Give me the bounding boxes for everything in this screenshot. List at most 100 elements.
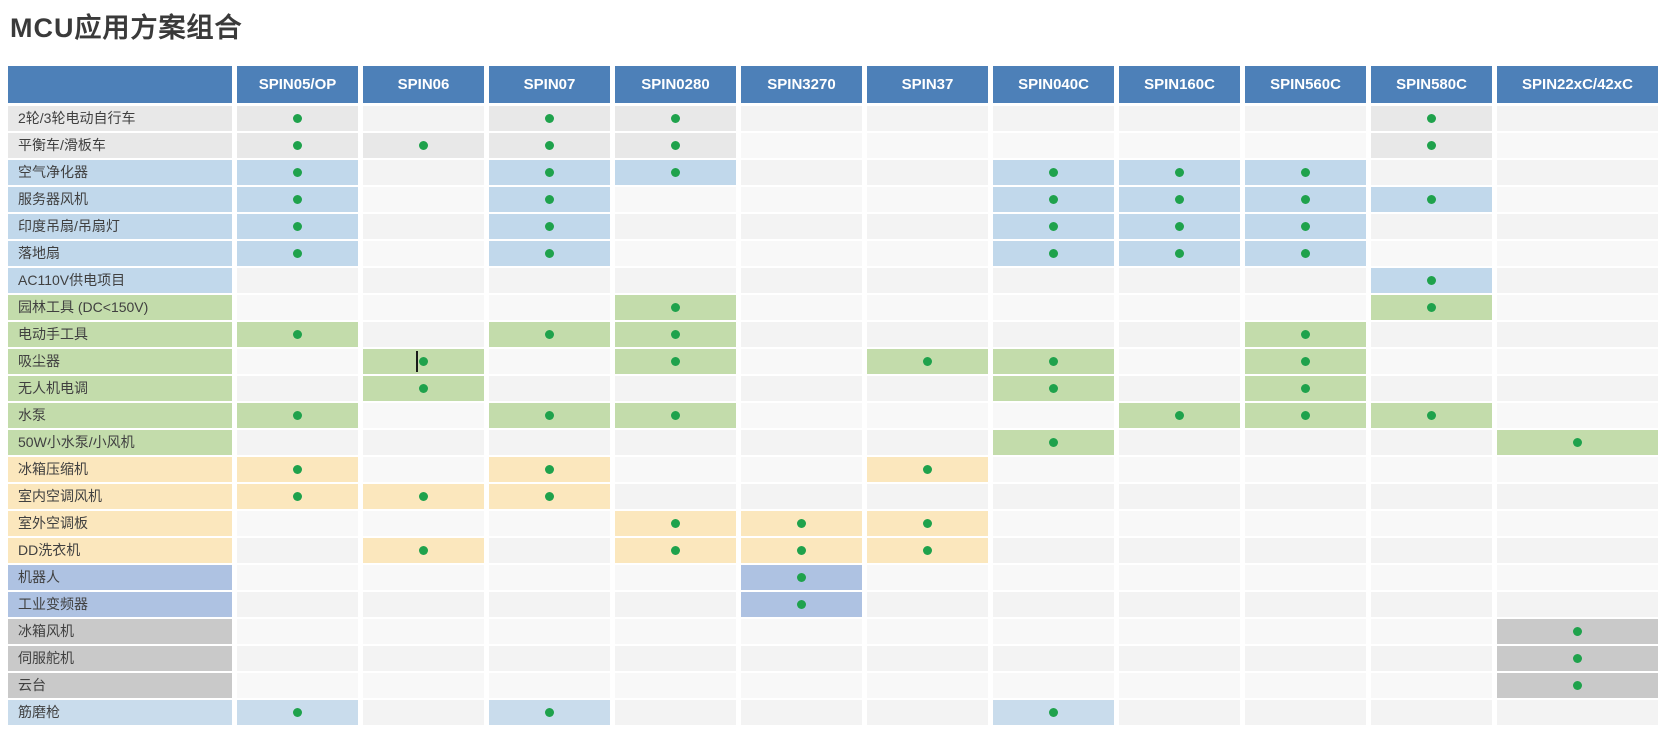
row-label[interactable]: 室内空调风机 bbox=[8, 484, 232, 509]
matrix-cell[interactable] bbox=[993, 187, 1114, 212]
matrix-cell[interactable] bbox=[615, 592, 736, 617]
row-label[interactable]: DD洗衣机 bbox=[8, 538, 232, 563]
row-label[interactable]: 冰箱压缩机 bbox=[8, 457, 232, 482]
matrix-cell[interactable] bbox=[1497, 511, 1658, 536]
matrix-cell[interactable] bbox=[1371, 106, 1492, 131]
matrix-cell[interactable] bbox=[1245, 592, 1366, 617]
matrix-cell[interactable] bbox=[1371, 592, 1492, 617]
header-cell-spin040c[interactable]: SPIN040C bbox=[993, 66, 1114, 103]
matrix-cell[interactable] bbox=[1371, 565, 1492, 590]
matrix-cell[interactable] bbox=[867, 511, 988, 536]
matrix-cell[interactable] bbox=[1371, 160, 1492, 185]
matrix-cell[interactable] bbox=[1245, 160, 1366, 185]
matrix-cell[interactable] bbox=[1497, 538, 1658, 563]
matrix-cell[interactable] bbox=[237, 511, 358, 536]
matrix-cell[interactable] bbox=[1497, 646, 1658, 671]
row-label[interactable]: 筋磨枪 bbox=[8, 700, 232, 725]
matrix-cell[interactable] bbox=[1371, 295, 1492, 320]
matrix-cell[interactable] bbox=[993, 565, 1114, 590]
matrix-cell[interactable] bbox=[363, 700, 484, 725]
matrix-cell[interactable] bbox=[489, 295, 610, 320]
matrix-cell[interactable] bbox=[615, 484, 736, 509]
matrix-cell[interactable] bbox=[1371, 133, 1492, 158]
matrix-cell[interactable] bbox=[363, 565, 484, 590]
matrix-cell[interactable] bbox=[237, 349, 358, 374]
matrix-cell[interactable] bbox=[741, 268, 862, 293]
matrix-cell[interactable] bbox=[741, 673, 862, 698]
matrix-cell[interactable] bbox=[1497, 592, 1658, 617]
matrix-cell[interactable] bbox=[615, 619, 736, 644]
matrix-cell[interactable] bbox=[615, 160, 736, 185]
matrix-cell[interactable] bbox=[867, 592, 988, 617]
matrix-cell[interactable] bbox=[1245, 511, 1366, 536]
matrix-cell[interactable] bbox=[489, 241, 610, 266]
matrix-cell[interactable] bbox=[741, 646, 862, 671]
matrix-cell[interactable] bbox=[615, 268, 736, 293]
matrix-cell[interactable] bbox=[489, 349, 610, 374]
matrix-cell[interactable] bbox=[993, 160, 1114, 185]
matrix-cell[interactable] bbox=[489, 214, 610, 239]
matrix-cell[interactable] bbox=[615, 376, 736, 401]
matrix-cell[interactable] bbox=[1371, 322, 1492, 347]
matrix-cell[interactable] bbox=[489, 457, 610, 482]
row-label[interactable]: 园林工具 (DC<150V) bbox=[8, 295, 232, 320]
matrix-cell[interactable] bbox=[489, 538, 610, 563]
matrix-cell[interactable] bbox=[489, 511, 610, 536]
matrix-cell[interactable] bbox=[489, 322, 610, 347]
matrix-cell[interactable] bbox=[993, 214, 1114, 239]
matrix-cell[interactable] bbox=[741, 349, 862, 374]
matrix-cell[interactable] bbox=[489, 160, 610, 185]
matrix-cell[interactable] bbox=[1119, 133, 1240, 158]
row-label[interactable]: 电动手工具 bbox=[8, 322, 232, 347]
matrix-cell[interactable] bbox=[489, 484, 610, 509]
matrix-cell[interactable] bbox=[741, 241, 862, 266]
matrix-cell[interactable] bbox=[237, 187, 358, 212]
row-label[interactable]: AC110V供电项目 bbox=[8, 268, 232, 293]
matrix-cell[interactable] bbox=[1497, 187, 1658, 212]
matrix-cell[interactable] bbox=[1497, 430, 1658, 455]
matrix-cell[interactable] bbox=[237, 430, 358, 455]
matrix-cell[interactable] bbox=[867, 565, 988, 590]
row-label[interactable]: 印度吊扇/吊扇灯 bbox=[8, 214, 232, 239]
matrix-cell[interactable] bbox=[1119, 511, 1240, 536]
matrix-cell[interactable] bbox=[363, 646, 484, 671]
matrix-cell[interactable] bbox=[1245, 565, 1366, 590]
matrix-cell[interactable] bbox=[615, 295, 736, 320]
matrix-cell[interactable] bbox=[1119, 403, 1240, 428]
matrix-cell[interactable] bbox=[1245, 214, 1366, 239]
matrix-cell[interactable] bbox=[1371, 268, 1492, 293]
row-label[interactable]: 服务器风机 bbox=[8, 187, 232, 212]
matrix-cell[interactable] bbox=[363, 511, 484, 536]
matrix-cell[interactable] bbox=[489, 376, 610, 401]
matrix-cell[interactable] bbox=[993, 430, 1114, 455]
matrix-cell[interactable] bbox=[1245, 187, 1366, 212]
matrix-cell[interactable] bbox=[1119, 700, 1240, 725]
matrix-cell[interactable] bbox=[993, 673, 1114, 698]
row-label[interactable]: 50W小水泵/小风机 bbox=[8, 430, 232, 455]
matrix-cell[interactable] bbox=[615, 349, 736, 374]
matrix-cell[interactable] bbox=[1245, 268, 1366, 293]
matrix-cell[interactable] bbox=[1119, 187, 1240, 212]
matrix-cell[interactable] bbox=[237, 268, 358, 293]
matrix-cell[interactable] bbox=[237, 322, 358, 347]
matrix-cell[interactable] bbox=[237, 403, 358, 428]
matrix-cell[interactable] bbox=[1119, 268, 1240, 293]
matrix-cell[interactable] bbox=[363, 133, 484, 158]
matrix-cell[interactable] bbox=[867, 376, 988, 401]
matrix-cell[interactable] bbox=[741, 160, 862, 185]
matrix-cell[interactable] bbox=[615, 106, 736, 131]
matrix-cell[interactable] bbox=[1119, 619, 1240, 644]
matrix-cell[interactable] bbox=[615, 511, 736, 536]
matrix-cell[interactable] bbox=[1497, 700, 1658, 725]
matrix-cell[interactable] bbox=[1245, 430, 1366, 455]
matrix-cell[interactable] bbox=[1119, 349, 1240, 374]
matrix-cell[interactable] bbox=[489, 106, 610, 131]
matrix-cell[interactable] bbox=[867, 457, 988, 482]
matrix-cell[interactable] bbox=[741, 592, 862, 617]
matrix-cell[interactable] bbox=[1497, 241, 1658, 266]
matrix-cell[interactable] bbox=[615, 133, 736, 158]
matrix-cell[interactable] bbox=[363, 295, 484, 320]
matrix-cell[interactable] bbox=[363, 160, 484, 185]
matrix-cell[interactable] bbox=[1245, 322, 1366, 347]
matrix-cell[interactable] bbox=[237, 619, 358, 644]
